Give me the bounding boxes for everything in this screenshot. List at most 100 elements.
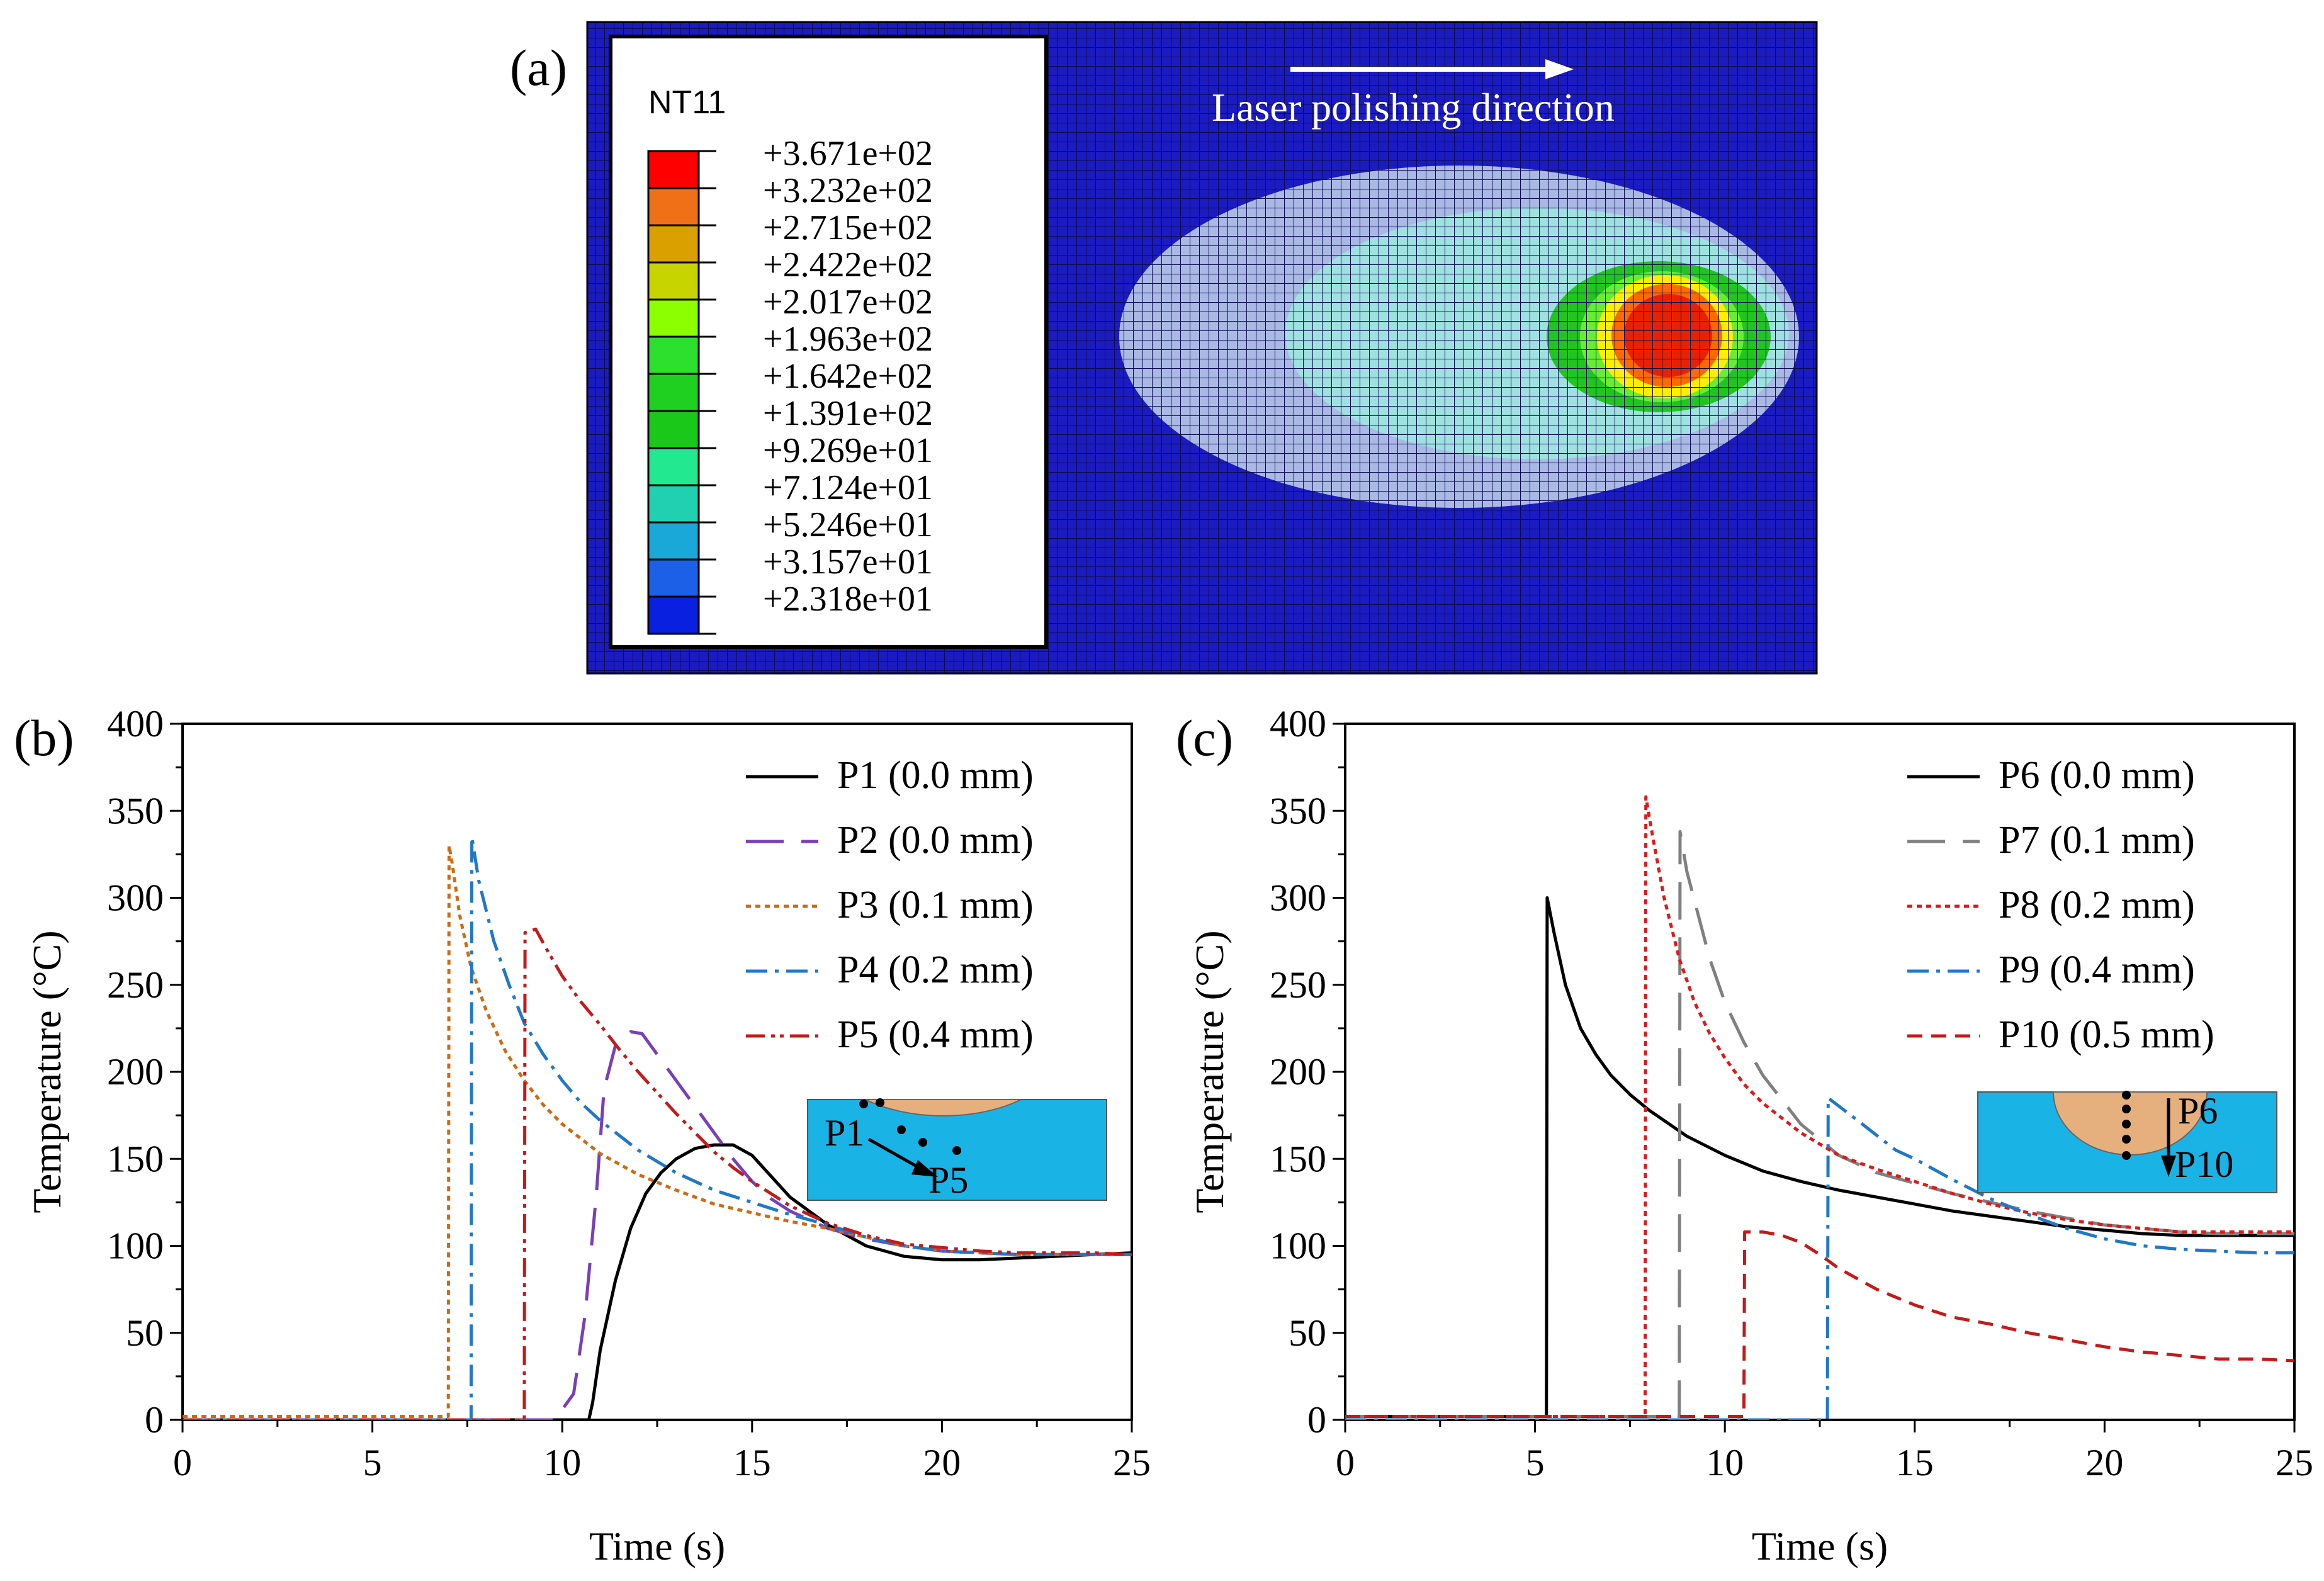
probe-point bbox=[918, 1138, 927, 1147]
y-tick-label: 250 bbox=[107, 964, 164, 1006]
probe-point bbox=[2122, 1151, 2131, 1160]
x-tick-label: 5 bbox=[1526, 1442, 1545, 1483]
x-tick-label: 15 bbox=[733, 1442, 771, 1483]
legend: P1 (0.0 mm) P2 (0.0 mm) P3 (0.1 mm) P4 (0.2… bbox=[746, 754, 1034, 1056]
x-axis-label: Time (s) bbox=[1752, 1524, 1888, 1568]
probe-point bbox=[897, 1125, 906, 1134]
y-tick-label: 350 bbox=[107, 790, 164, 831]
legend-swatch bbox=[647, 521, 700, 561]
y-tick-label: 300 bbox=[1270, 877, 1326, 919]
probe-path-arrowhead bbox=[911, 1160, 938, 1177]
y-tick-label: 200 bbox=[1270, 1051, 1326, 1093]
inset-start-label: P6 bbox=[2178, 1090, 2218, 1132]
x-tick-label: 20 bbox=[2085, 1442, 2123, 1483]
y-tick-label: 0 bbox=[145, 1399, 164, 1441]
y-tick-label: 250 bbox=[1270, 964, 1326, 1006]
x-tick-label: 20 bbox=[923, 1442, 961, 1483]
x-tick-label: 0 bbox=[173, 1442, 192, 1483]
legend-level-label: +3.157e+01 bbox=[763, 543, 933, 582]
legend-level-label: +2.318e+01 bbox=[763, 580, 933, 619]
probe-point bbox=[2122, 1135, 2131, 1144]
legend-swatch bbox=[647, 447, 700, 487]
legend-swatch bbox=[647, 484, 700, 524]
series-line-5 bbox=[183, 927, 1132, 1420]
legend-entry-label: P9 (0.4 mm) bbox=[1999, 948, 2195, 991]
legend-level-label: +2.422e+02 bbox=[763, 245, 933, 284]
series-line-1 bbox=[183, 1143, 1132, 1420]
inset-end-label: P5 bbox=[928, 1159, 968, 1201]
legend: P6 (0.0 mm) P7 (0.1 mm) P8 (0.2 mm) P9 (0.4… bbox=[1907, 754, 2214, 1056]
x-tick-label: 15 bbox=[1896, 1442, 1934, 1483]
probe-point bbox=[2122, 1105, 2131, 1113]
legend-entry-label: P7 (0.1 mm) bbox=[1999, 819, 2195, 862]
legend-swatch bbox=[647, 298, 700, 338]
series-line-4 bbox=[1345, 1096, 2294, 1420]
panel-b-label: (b) bbox=[14, 709, 74, 767]
legend-swatch bbox=[647, 187, 700, 227]
y-tick-label: 400 bbox=[107, 703, 164, 745]
series-line-1 bbox=[1345, 896, 2294, 1418]
legend-entry-label: P2 (0.0 mm) bbox=[837, 819, 1034, 862]
legend-swatch bbox=[647, 261, 700, 301]
y-tick-label: 50 bbox=[126, 1312, 164, 1354]
legend-level-label: +5.246e+01 bbox=[763, 505, 933, 544]
y-axis-label: Temperature (°C) bbox=[25, 930, 69, 1213]
legend-entry-label: P6 (0.0 mm) bbox=[1999, 754, 2195, 797]
weld-pool-inset: P6 P10 bbox=[1977, 1090, 2277, 1193]
direction-label: Laser polishing direction bbox=[1212, 85, 1615, 130]
x-tick-label: 0 bbox=[1336, 1442, 1355, 1483]
y-tick-label: 100 bbox=[1270, 1225, 1326, 1267]
legend-entry-label: P4 (0.2 mm) bbox=[837, 948, 1034, 991]
legend-swatch bbox=[647, 410, 700, 449]
x-axis-label: Time (s) bbox=[589, 1524, 725, 1568]
melt-pool bbox=[865, 1099, 1022, 1117]
probe-path-arrow bbox=[867, 1137, 923, 1171]
legend-level-label: +7.124e+01 bbox=[763, 468, 933, 507]
legend-entry-label: P8 (0.2 mm) bbox=[1999, 884, 2195, 926]
legend-swatch bbox=[647, 150, 700, 189]
legend-level-label: +3.671e+02 bbox=[763, 134, 933, 173]
legend-entry-label: P10 (0.5 mm) bbox=[1999, 1013, 2214, 1056]
legend-level-label: +1.391e+02 bbox=[763, 394, 933, 433]
probe-point bbox=[859, 1100, 868, 1108]
y-tick-label: 100 bbox=[107, 1225, 164, 1267]
direction-arrow-head bbox=[1545, 59, 1574, 79]
legend-swatch bbox=[647, 595, 700, 635]
weld-pool-inset: P1 P5 bbox=[807, 1098, 1107, 1201]
series-line-4 bbox=[183, 835, 1132, 1420]
series-line-5 bbox=[1345, 1230, 2294, 1418]
legend-swatch bbox=[647, 224, 700, 264]
legend-level-label: +3.232e+02 bbox=[763, 171, 933, 210]
inset-end-label: P10 bbox=[2175, 1144, 2233, 1185]
legend-level-label: +1.642e+02 bbox=[763, 357, 933, 396]
y-axis-label: Temperature (°C) bbox=[1187, 930, 1232, 1213]
probe-point bbox=[952, 1146, 961, 1155]
series-lines bbox=[183, 835, 1132, 1420]
x-tick-label: 10 bbox=[543, 1442, 581, 1483]
legend-entry-label: P1 (0.0 mm) bbox=[837, 754, 1034, 797]
y-tick-label: 150 bbox=[1270, 1138, 1326, 1179]
y-tick-label: 300 bbox=[107, 877, 164, 919]
series-line-3 bbox=[1345, 795, 2294, 1418]
x-tick-label: 25 bbox=[1113, 1442, 1151, 1483]
y-tick-label: 400 bbox=[1270, 703, 1326, 745]
y-tick-label: 350 bbox=[1270, 790, 1326, 831]
probe-point bbox=[2122, 1120, 2131, 1128]
probe-path-arrowhead bbox=[2161, 1156, 2176, 1177]
series-lines bbox=[1345, 795, 2294, 1420]
legend-level-label: +2.715e+02 bbox=[763, 208, 933, 247]
panel-a: (a) NT11 +3.671e+02+3.232e+02+2.715e+02+… bbox=[510, 21, 1818, 675]
legend-swatch bbox=[647, 373, 700, 412]
x-tick-label: 25 bbox=[2276, 1442, 2313, 1483]
x-tick-label: 10 bbox=[1706, 1442, 1744, 1483]
legend-swatch bbox=[647, 335, 700, 375]
inset-start-label: P1 bbox=[825, 1112, 864, 1154]
legend-entry-label: P5 (0.4 mm) bbox=[837, 1013, 1034, 1056]
y-tick-label: 0 bbox=[1307, 1399, 1326, 1441]
mesh-border bbox=[586, 21, 1818, 675]
y-tick-label: 200 bbox=[107, 1051, 164, 1093]
